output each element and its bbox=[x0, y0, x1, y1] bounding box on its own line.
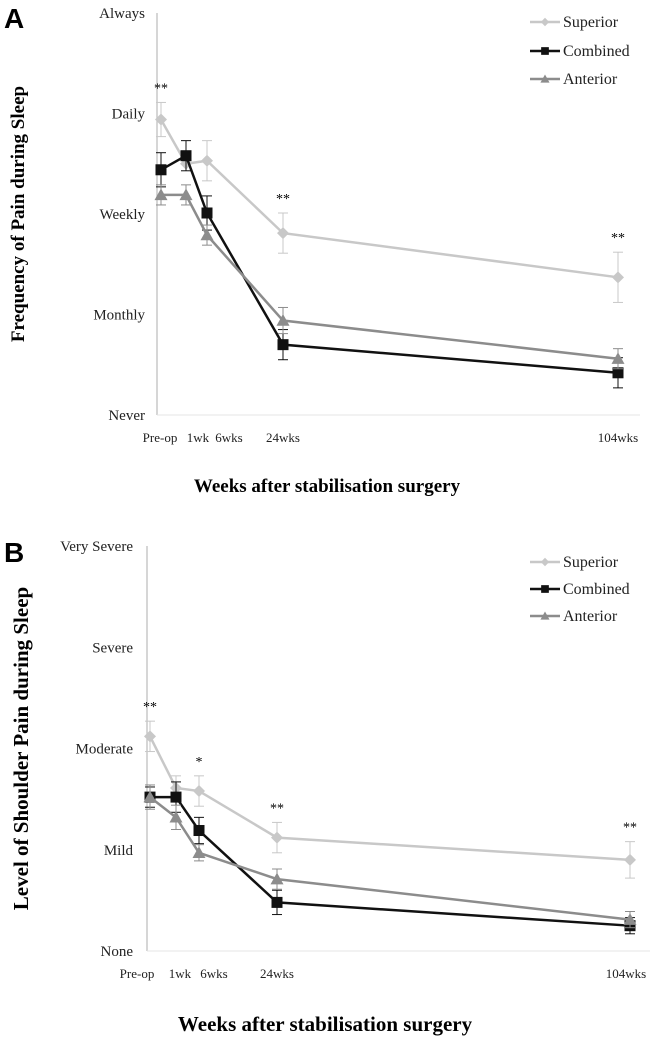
y-tick-label: Monthly bbox=[93, 308, 145, 324]
data-point bbox=[179, 188, 193, 201]
legend-marker bbox=[541, 585, 549, 593]
legend-item: Combined bbox=[530, 43, 630, 60]
data-point bbox=[271, 831, 283, 844]
legend-label: Superior bbox=[563, 14, 619, 31]
y-tick-label: Always bbox=[99, 6, 145, 22]
data-point bbox=[143, 790, 157, 803]
data-point bbox=[624, 853, 636, 866]
y-axis-title: Frequency of Pain during Sleep bbox=[8, 86, 29, 342]
legend-marker bbox=[540, 17, 550, 27]
legend-label: Anterior bbox=[563, 608, 618, 625]
significance-marker: ** bbox=[270, 801, 284, 816]
significance-marker: ** bbox=[143, 700, 157, 715]
y-tick-label: Very Severe bbox=[60, 539, 133, 555]
y-axis-title: Level of Shoulder Pain during Sleep bbox=[9, 587, 33, 910]
x-tick-label: 1wk bbox=[169, 966, 192, 981]
y-tick-label: Moderate bbox=[76, 742, 134, 758]
series-line bbox=[161, 193, 619, 360]
data-point bbox=[201, 154, 213, 167]
data-point bbox=[612, 271, 624, 284]
x-axis-title: Weeks after stabilisation surgery bbox=[194, 476, 461, 497]
panel-label: A bbox=[4, 3, 24, 34]
significance-marker: * bbox=[196, 755, 203, 770]
series-anterior bbox=[143, 784, 637, 929]
data-point bbox=[169, 810, 183, 823]
data-point bbox=[611, 352, 625, 364]
data-point bbox=[154, 188, 168, 201]
data-point bbox=[271, 896, 283, 908]
legend-marker bbox=[541, 47, 549, 55]
data-point bbox=[623, 913, 637, 925]
y-tick-label: Severe bbox=[92, 640, 133, 656]
series-line bbox=[160, 153, 619, 375]
legend-item: Combined bbox=[530, 581, 630, 598]
legend-label: Combined bbox=[563, 43, 630, 60]
series-line bbox=[149, 796, 631, 921]
series-combined bbox=[155, 140, 624, 389]
x-axis-title: Weeks after stabilisation surgery bbox=[178, 1012, 473, 1036]
series-superior bbox=[144, 720, 636, 879]
legend-label: Superior bbox=[563, 554, 619, 571]
significance-marker: ** bbox=[154, 81, 168, 96]
data-point bbox=[277, 227, 289, 240]
significance-marker: ** bbox=[276, 192, 290, 207]
data-point bbox=[277, 339, 289, 351]
y-tick-label: Daily bbox=[112, 107, 146, 123]
data-point bbox=[155, 164, 167, 176]
chart-panel-B: B None Mild Moderate Severe Very Severe Pre-op… bbox=[4, 537, 650, 1036]
data-point bbox=[155, 113, 167, 126]
y-tick-label: Weekly bbox=[100, 207, 146, 223]
legend-item: Anterior bbox=[530, 71, 618, 88]
x-tick-label: 6wks bbox=[200, 966, 227, 981]
x-tick-label: 104wks bbox=[606, 966, 646, 981]
series-anterior bbox=[154, 184, 625, 370]
data-point bbox=[201, 207, 213, 219]
y-tick-label: None bbox=[101, 944, 134, 960]
x-tick-label: 1wk bbox=[187, 430, 210, 445]
data-point bbox=[144, 730, 156, 743]
legend-marker bbox=[540, 557, 550, 567]
y-tick-label: Never bbox=[108, 408, 145, 424]
x-tick-label: 104wks bbox=[598, 430, 638, 445]
data-point bbox=[270, 872, 284, 885]
x-tick-label: 24wks bbox=[266, 430, 300, 445]
x-tick-label: Pre-op bbox=[120, 966, 155, 981]
data-point bbox=[612, 367, 624, 379]
significance-marker: ** bbox=[611, 231, 625, 246]
data-point bbox=[276, 314, 290, 326]
series-superior bbox=[155, 101, 624, 303]
chart-panel-A: A Never Monthly Weekly Daily Always Pre-op 1wk 6… bbox=[4, 3, 640, 497]
y-tick-label: Mild bbox=[104, 843, 134, 859]
series-line bbox=[148, 735, 631, 862]
data-point bbox=[193, 825, 205, 837]
significance-marker: ** bbox=[623, 821, 637, 836]
legend-label: Combined bbox=[563, 581, 630, 598]
x-tick-label: 24wks bbox=[260, 966, 294, 981]
legend-item: Superior bbox=[530, 554, 619, 571]
x-tick-label: Pre-op bbox=[143, 430, 178, 445]
data-point bbox=[180, 150, 192, 162]
panel-label: B bbox=[4, 537, 24, 568]
data-point bbox=[193, 785, 205, 798]
legend-marker bbox=[540, 611, 550, 620]
data-point bbox=[200, 228, 214, 241]
data-point bbox=[170, 791, 182, 803]
legend-item: Anterior bbox=[530, 608, 618, 625]
legend-label: Anterior bbox=[563, 71, 618, 88]
legend-item: Superior bbox=[530, 14, 619, 31]
legend-marker bbox=[540, 74, 550, 83]
data-point bbox=[192, 846, 206, 858]
x-tick-label: 6wks bbox=[215, 430, 242, 445]
